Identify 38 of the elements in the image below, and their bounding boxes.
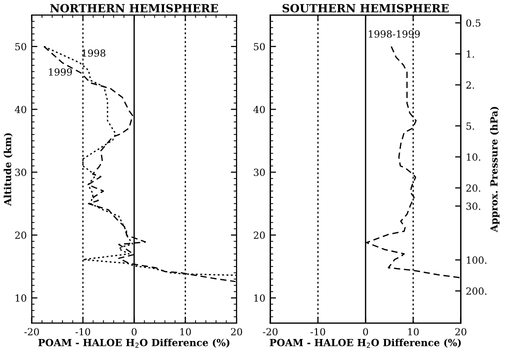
x-axis-title: POAM - HALOE H$_{2}$O Difference (%) [270,338,461,348]
y-tick-label: 50 [15,42,26,50]
series-label: 1998 [82,49,106,57]
y-tick-label: 10 [254,294,265,302]
y2-tick-label: 1. [466,50,474,58]
series-label: 1999 [49,68,72,76]
y2-tick-label: 0.5 [466,19,480,27]
x-tick-label: -20 [262,328,278,336]
legend-label: 1998-1999 [368,30,420,38]
y2-tick-label: 10. [466,153,480,161]
x-tick-label: 20 [455,328,466,336]
y2-tick-label: 2. [466,81,474,89]
x-tick-label: 0 [363,328,368,336]
y-tick-label: 20 [15,232,26,239]
y-axis-title: Altitude (km) [4,133,13,206]
y2-tick-label: 200. [466,287,486,295]
y-tick-label: 40 [14,106,26,114]
y-tick-label: 20 [254,232,265,239]
y2-tick-label: 100. [466,256,486,264]
y-tick-label: 30 [254,168,265,176]
x-tick-label: -10 [76,328,90,336]
x-axis-title: POAM - HALOE H$_{2}$O Difference (%) [38,338,230,348]
y-tick-label: 50 [254,42,265,50]
y2-tick-label: 5. [466,122,474,130]
y-tick-label: 10 [16,294,26,302]
x-tick-label: 0 [132,328,137,336]
y2-tick-label: 30. [466,202,480,210]
x-tick-label: 10 [180,328,191,336]
chart-title: NORTHERN HEMISPHERE [50,4,218,12]
x-tick-label: -20 [24,328,39,336]
y-tick-label: 30 [15,168,26,176]
y2-tick-label: 20. [466,184,480,192]
chart-title: SOUTHERN HEMISPHERE [282,4,449,12]
x-tick-label: 10 [408,328,419,336]
x-tick-label: 20 [231,328,242,336]
y-tick-label: 40 [253,106,265,114]
x-tick-label: -10 [310,328,326,336]
y2-axis-title: Approx. Pressure (hPa) [490,106,500,232]
